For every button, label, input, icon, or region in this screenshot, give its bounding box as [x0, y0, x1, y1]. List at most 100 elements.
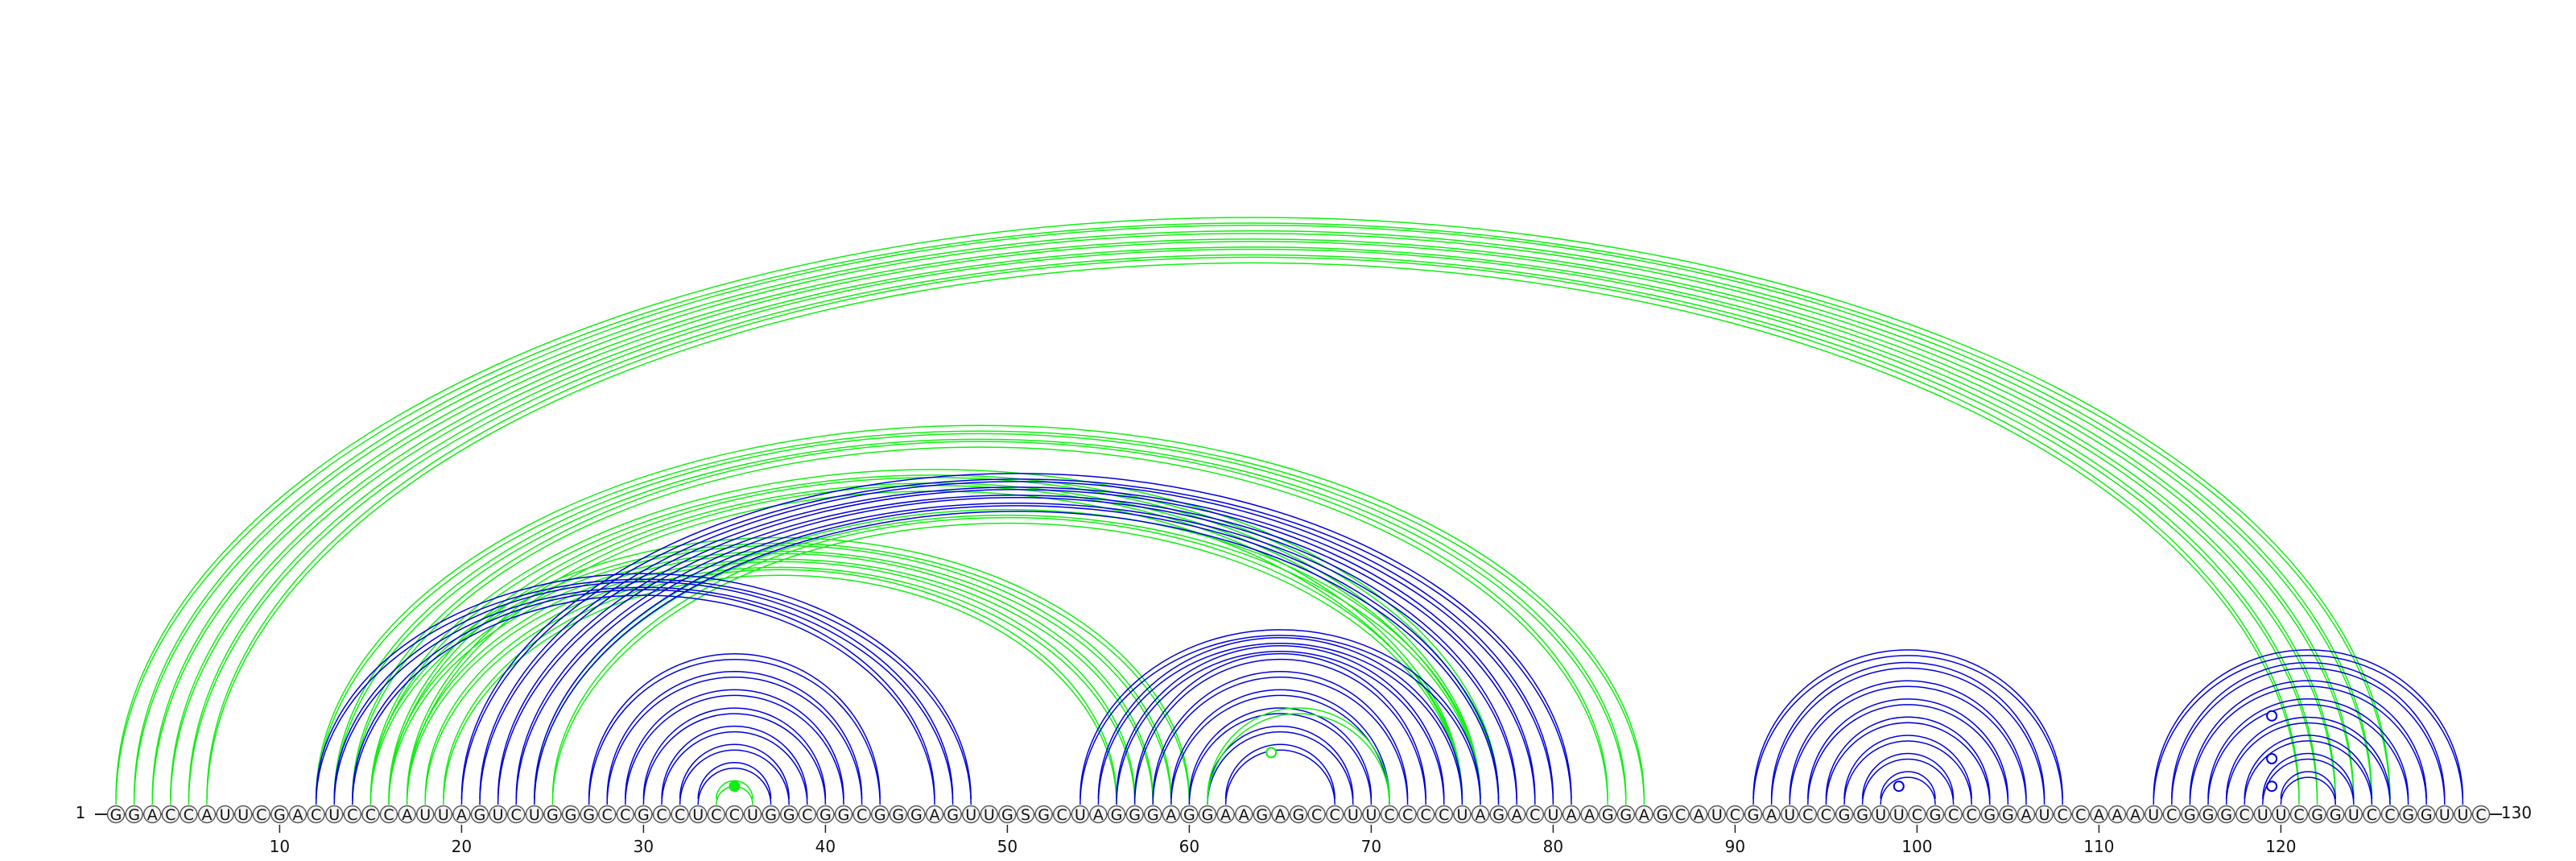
nucleotide-letter: G [1038, 806, 1050, 824]
nucleotide: A [288, 805, 308, 824]
base-pair-arc [479, 486, 1554, 805]
nucleotide: U [1780, 805, 1799, 824]
nucleotide-letter: C [1421, 806, 1431, 824]
nucleotide-circle [1889, 805, 1909, 824]
nucleotide: C [1325, 805, 1344, 824]
nucleotide-circle [743, 805, 762, 824]
nucleotide: C [798, 805, 816, 824]
nucleotide: U [2272, 805, 2290, 824]
nucleotide-letter: A [2112, 806, 2123, 824]
nucleotide-letter: U [2257, 806, 2268, 824]
nucleotide-circle [1253, 805, 1272, 824]
nucleotide-letter: C [2475, 806, 2486, 824]
nucleotide-circle [1853, 805, 1872, 824]
nucleotide-circle [452, 805, 471, 824]
base-pair-arc [661, 731, 808, 805]
nucleotide-circle [507, 805, 526, 824]
nucleotide-circle [980, 805, 999, 824]
nucleotide: G [1853, 805, 1872, 824]
nucleotide-letter: C [1402, 806, 1413, 824]
nucleotide: C [1398, 805, 1417, 824]
nucleotide-letter: C [1948, 806, 1959, 824]
nucleotide-letter: G [1129, 806, 1141, 824]
nucleotide-circle [2090, 805, 2108, 824]
nucleotide: U [489, 805, 507, 824]
nucleotide-circle [870, 805, 890, 824]
nucleotide: A [1635, 805, 1653, 824]
base-pair-arc [369, 542, 1191, 805]
nucleotide-circle [1289, 805, 1308, 824]
nucleotide: C [1380, 805, 1399, 824]
nucleotide: G [270, 805, 289, 824]
nucleotide-letter: U [1075, 806, 1086, 824]
nucleotide: G [834, 805, 853, 824]
base-pair-arc [697, 768, 772, 805]
nucleotide: U [1362, 805, 1381, 824]
nucleotide-letter: S [1021, 806, 1030, 824]
base-pair-arc [1097, 637, 1463, 800]
nucleotide-circle [1689, 805, 1708, 824]
nucleotide-circle [2308, 805, 2326, 824]
nucleotide-letter: C [2367, 806, 2377, 824]
nucleotide-circle [1671, 805, 1690, 824]
nucleotide-circle [689, 805, 708, 824]
nucleotide-letter: G [2421, 806, 2433, 824]
nucleotide-circle [1471, 805, 1490, 824]
base-pair-arc [443, 569, 1117, 800]
nucleotide-letter: G [1856, 806, 1868, 824]
nucleotide-letter: A [1093, 806, 1104, 824]
nucleotide: C [343, 805, 361, 824]
nucleotide-letter: G [128, 806, 140, 824]
nucleotide-circle [2162, 805, 2182, 824]
nucleotide-letter: C [711, 806, 721, 824]
nucleotide-letter: G [783, 806, 795, 824]
nucleotide-letter: U [1711, 806, 1723, 824]
base-pair-arc [1770, 661, 2046, 800]
base-pair-arc [460, 473, 1572, 800]
nucleotide-circle [234, 805, 253, 824]
nucleotide-circle [798, 805, 816, 824]
nucleotide: C [1416, 805, 1435, 824]
nucleotide-letter: G [838, 806, 850, 824]
nucleotide-circle [1507, 805, 1526, 824]
nucleotide-circle [634, 805, 653, 824]
nucleotide-circle [598, 805, 617, 824]
nucleotide: C [2363, 805, 2381, 824]
nucleotide-letter: U [2148, 806, 2159, 824]
nucleotide-letter: G [892, 806, 904, 824]
nucleotide: A [2126, 805, 2145, 824]
base-pair-arc [188, 248, 2318, 800]
nucleotide: A [1089, 805, 1108, 824]
nucleotide-circle [1162, 805, 1181, 824]
nucleotide-letter: G [1930, 806, 1942, 824]
nucleotide-letter: U [747, 806, 758, 824]
base-pair-arc [2262, 752, 2355, 800]
base-pair-arc [315, 573, 972, 800]
nucleotide-letter: G [638, 806, 650, 824]
nucleotide-circle [325, 805, 344, 824]
base-pair-arc [406, 558, 1154, 805]
nucleotide-letter: A [1166, 806, 1176, 824]
nucleotide-letter: G [1839, 806, 1851, 824]
nucleotide-letter: G [2402, 806, 2414, 824]
base-pair-arc [170, 240, 2336, 800]
nucleotide-circle [1271, 805, 1290, 824]
base-pair-arc [2244, 735, 2373, 800]
base-pair-arc [388, 544, 1172, 800]
nucleotide-letter: G [110, 806, 122, 824]
base-pair-arc [606, 677, 863, 805]
nucleotide-letter: C [2240, 806, 2250, 824]
nucleotide: C [361, 805, 380, 824]
base-pair-arc [1770, 667, 2046, 805]
nucleotide-letter: G [1293, 806, 1305, 824]
nucleotide-letter: C [2058, 806, 2068, 824]
nucleotide-letter: G [1748, 806, 1760, 824]
nucleotide: C [2235, 805, 2254, 824]
nucleotide-circle [252, 805, 270, 824]
arc-marker [1893, 780, 1905, 793]
nucleotide-letter: G [2330, 806, 2342, 824]
base-pair-arc [515, 502, 1517, 805]
